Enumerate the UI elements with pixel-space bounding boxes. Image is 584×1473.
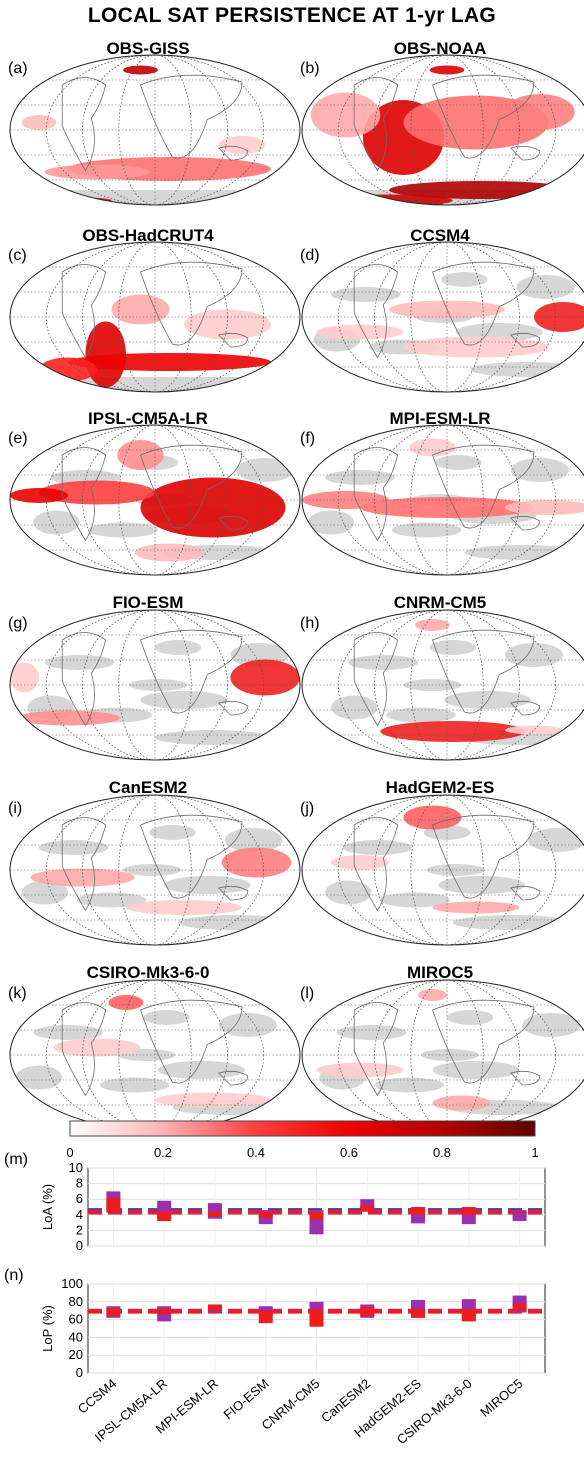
colorbar-tick-label: 1 xyxy=(531,1145,538,1160)
map-panel xyxy=(9,794,301,946)
panel-title: OBS-NOAA xyxy=(394,39,487,58)
panel-title: CSIRO-Mk3-6-0 xyxy=(87,963,210,982)
map-panel xyxy=(301,241,584,393)
panel-letter: (d) xyxy=(300,247,320,264)
panel-letter: (l) xyxy=(300,985,314,1002)
range-bar xyxy=(106,1308,121,1317)
panel-title: MPI-ESM-LR xyxy=(389,409,490,428)
colorbar-tick-label: 0.4 xyxy=(247,1145,265,1160)
y-tick-label: 100 xyxy=(61,1276,83,1291)
panel-letter: (n) xyxy=(4,1267,24,1284)
y-tick-label: 8 xyxy=(76,1176,83,1191)
range-bar xyxy=(512,1303,527,1311)
y-tick-label: 4 xyxy=(76,1207,83,1222)
map-panel xyxy=(9,241,301,393)
colorbar-tick-label: 0.6 xyxy=(340,1145,358,1160)
panel-title: OBS-HadCRUT4 xyxy=(82,226,214,245)
y-tick-label: 0 xyxy=(76,1365,83,1380)
range-bar xyxy=(512,1211,527,1214)
range-bar xyxy=(360,1307,375,1317)
range-bar xyxy=(258,1211,273,1218)
map-panel xyxy=(9,54,301,206)
panel-title: OBS-GISS xyxy=(106,39,189,58)
map-panel xyxy=(301,794,584,946)
panel-letter: (j) xyxy=(300,800,314,817)
y-tick-label: 40 xyxy=(69,1329,83,1344)
panel-letter: (h) xyxy=(300,615,320,632)
panel-title: CanESM2 xyxy=(109,778,187,797)
panel-title: FIO-ESM xyxy=(113,593,184,612)
y-tick-label: 60 xyxy=(69,1312,83,1327)
range-bar xyxy=(461,1308,476,1322)
x-tick-label: FIO-ESM xyxy=(221,1376,272,1422)
panel-letter: (b) xyxy=(300,60,320,77)
panel-title: IPSL-CM5A-LR xyxy=(88,409,208,428)
y-axis-label: LoP (%) xyxy=(40,1305,55,1352)
panel-title: HadGEM2-ES xyxy=(386,778,495,797)
x-tick-label: MIROC5 xyxy=(477,1376,525,1420)
range-bar xyxy=(106,1197,121,1213)
y-tick-label: 0 xyxy=(76,1238,83,1253)
panel-letter: (m) xyxy=(4,1151,28,1168)
y-axis-label: LoA (%) xyxy=(40,1184,55,1230)
map-panel xyxy=(301,424,584,576)
y-tick-label: 10 xyxy=(69,1160,83,1175)
x-tick-label: CCSM4 xyxy=(75,1376,120,1417)
panel-letter: (c) xyxy=(8,247,27,264)
range-bar xyxy=(207,1304,222,1311)
panel-title: CCSM4 xyxy=(410,226,470,245)
map-panel xyxy=(9,424,301,576)
y-tick-label: 6 xyxy=(76,1191,83,1206)
map-panel xyxy=(301,979,584,1131)
range-bar xyxy=(157,1200,172,1214)
range-bar xyxy=(309,1308,324,1327)
panel-title: MIROC5 xyxy=(407,963,473,982)
y-tick-label: 80 xyxy=(69,1294,83,1309)
y-tick-label: 2 xyxy=(76,1222,83,1237)
colorbar xyxy=(69,1120,536,1137)
colorbar-tick-label: 0.2 xyxy=(154,1145,172,1160)
map-panel xyxy=(301,54,584,206)
map-panel xyxy=(9,979,301,1131)
figure-title: LOCAL SAT PERSISTENCE AT 1-yr LAG xyxy=(87,4,497,27)
range-bar xyxy=(258,1310,273,1324)
panel-letter: (i) xyxy=(8,800,22,817)
colorbar-tick-label: 0 xyxy=(66,1145,73,1160)
panel-letter: (g) xyxy=(8,615,28,632)
range-bar xyxy=(360,1205,375,1212)
range-bar xyxy=(157,1308,172,1315)
panel-letter: (f) xyxy=(300,430,315,447)
range-bar xyxy=(207,1211,222,1217)
range-bar xyxy=(157,1211,172,1222)
y-tick-label: 20 xyxy=(69,1347,83,1362)
range-bar xyxy=(512,1210,527,1222)
range-bar xyxy=(411,1308,426,1318)
panel-title: CNRM-CM5 xyxy=(394,593,487,612)
map-panel xyxy=(301,609,584,761)
panel-letter: (a) xyxy=(8,60,28,77)
range-bar xyxy=(461,1207,476,1215)
colorbar-tick-label: 0.8 xyxy=(433,1145,451,1160)
range-bar xyxy=(411,1207,426,1215)
map-panel xyxy=(9,609,301,761)
range-bar xyxy=(309,1211,324,1220)
panel-letter: (e) xyxy=(8,430,28,447)
panel-letter: (k) xyxy=(8,985,27,1002)
